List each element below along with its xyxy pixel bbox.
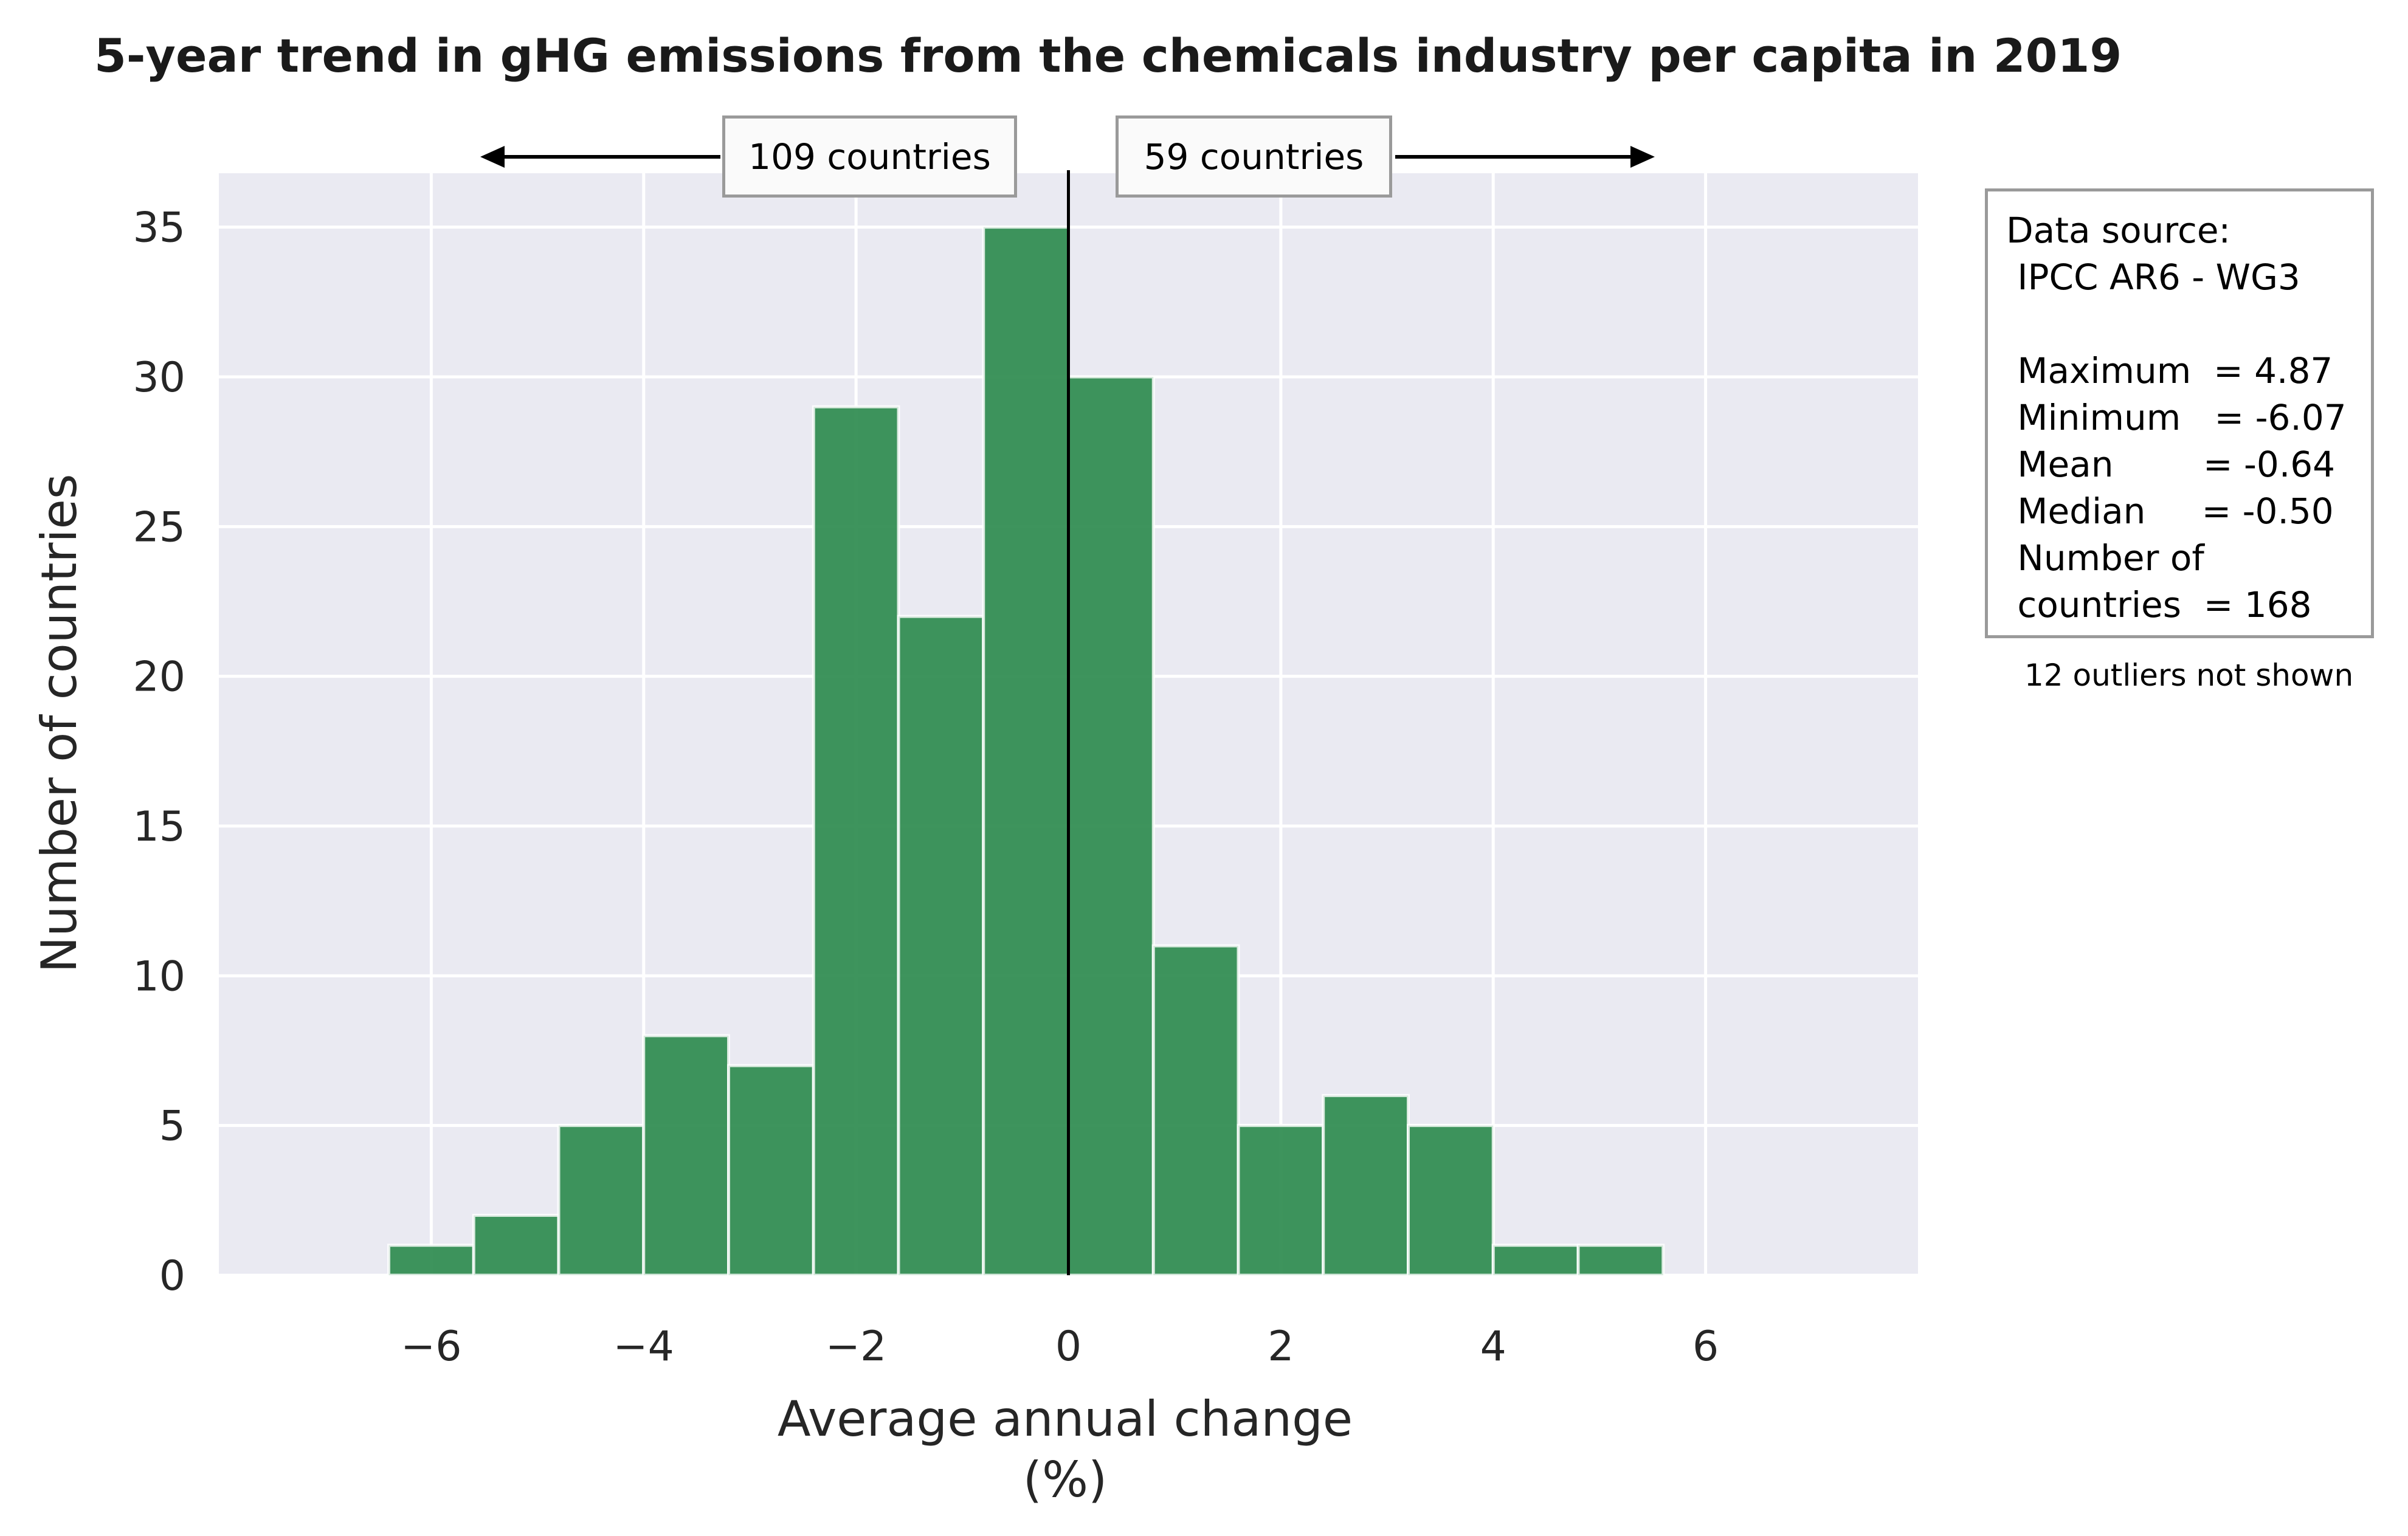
right-count-box: 59 countries — [1116, 115, 1392, 198]
stat-line: countries = 168 — [2006, 584, 2312, 625]
y-tick-label: 35 — [133, 204, 185, 252]
left-arrow — [480, 146, 720, 168]
histogram-bar — [642, 1034, 730, 1277]
histogram-bar — [897, 615, 985, 1277]
histogram-bar — [812, 405, 900, 1277]
histogram-bar — [387, 1244, 475, 1277]
histogram-bar — [557, 1124, 646, 1277]
stat-line: Median = -0.50 — [2006, 491, 2334, 532]
stat-line: Mean = -0.64 — [2006, 444, 2336, 485]
y-axis-label: Number of countries — [31, 474, 88, 973]
left-count-label: 109 countries — [748, 136, 991, 177]
histogram-bar — [1407, 1124, 1495, 1277]
histogram-bar — [727, 1064, 815, 1277]
y-tick-label: 0 — [159, 1252, 185, 1300]
y-tick-label: 25 — [133, 503, 185, 551]
x-axis-label-line1: Average annual change — [778, 1391, 1353, 1447]
stat-line — [2006, 301, 2359, 348]
histogram-bar — [1237, 1124, 1325, 1277]
histogram-bar — [1067, 375, 1155, 1277]
histogram-bar — [1151, 944, 1240, 1277]
histogram-bar — [1491, 1244, 1580, 1277]
right-count-label: 59 countries — [1144, 136, 1364, 177]
histogram-bar — [982, 226, 1070, 1277]
x-tick-label: −2 — [826, 1323, 886, 1371]
stat-line: IPCC AR6 - WG3 — [2006, 257, 2300, 298]
histogram-bar — [1576, 1244, 1665, 1277]
left-count-box: 109 countries — [722, 115, 1017, 198]
histogram-bars — [387, 226, 1665, 1277]
y-tick-label: 15 — [133, 803, 185, 851]
y-tick-label: 20 — [133, 653, 185, 701]
x-tick-label: 4 — [1480, 1323, 1506, 1371]
x-tick-label: 0 — [1055, 1323, 1082, 1371]
stat-line: Data source: — [2006, 210, 2231, 251]
right-arrow — [1395, 146, 1655, 168]
histogram-bar — [472, 1213, 561, 1277]
y-tick-label: 10 — [133, 952, 185, 1000]
statistics-box: Data source: IPCC AR6 - WG3 Maximum = 4.… — [1985, 188, 2374, 638]
tick-labels: −6 −4 −2 0 2 4 6 0 5 10 15 20 25 30 35 — [133, 204, 1719, 1371]
histogram-bar — [1322, 1093, 1410, 1277]
stat-line: Maximum = 4.87 — [2006, 350, 2333, 391]
x-axis-label-line2: (%) — [1023, 1452, 1107, 1508]
x-tick-label: −6 — [401, 1323, 461, 1371]
stat-line: Number of — [2006, 537, 2204, 579]
y-tick-label: 5 — [159, 1103, 185, 1151]
stat-line: Minimum = -6.07 — [2006, 397, 2347, 438]
chart-title: 5-year trend in gHG emissions from the c… — [94, 29, 2122, 83]
outliers-note: 12 outliers not shown — [2024, 658, 2354, 693]
y-tick-label: 30 — [133, 354, 185, 402]
x-tick-label: 2 — [1268, 1323, 1294, 1371]
x-tick-label: −4 — [613, 1323, 674, 1371]
x-tick-label: 6 — [1692, 1323, 1719, 1371]
